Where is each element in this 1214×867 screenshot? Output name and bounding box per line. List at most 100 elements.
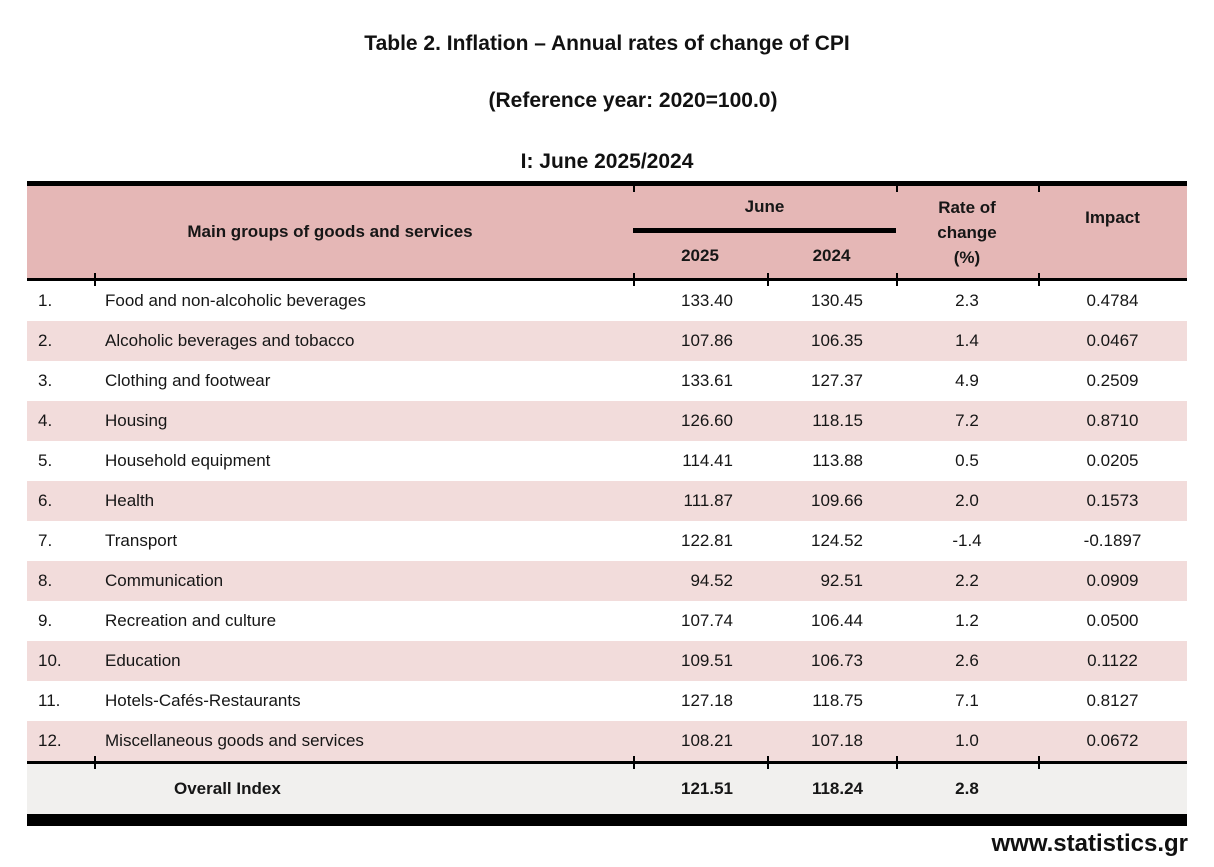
reference-year-subtitle: (Reference year: 2020=100.0) bbox=[488, 89, 778, 112]
table-row: 9. Recreation and culture 107.74 106.44 … bbox=[27, 601, 1187, 641]
cpi-2025-value: 126.60 bbox=[681, 411, 733, 430]
overall-cpi-2024-value: 118.24 bbox=[811, 779, 863, 798]
cpi-2024-value: 106.44 bbox=[811, 611, 863, 630]
group-name: Education bbox=[105, 651, 181, 670]
impact-value: 0.4784 bbox=[1086, 291, 1139, 310]
header-main-groups: Main groups of goods and services bbox=[187, 222, 473, 241]
impact-value: 0.1573 bbox=[1086, 491, 1139, 510]
table-row: 1. Food and non-alcoholic beverages 133.… bbox=[27, 281, 1187, 321]
rate-value: 2.3 bbox=[955, 291, 979, 310]
cpi-2025-value: 107.86 bbox=[681, 331, 733, 350]
cpi-2025-value: 109.51 bbox=[681, 651, 733, 670]
table-body: 1. Food and non-alcoholic beverages 133.… bbox=[27, 281, 1187, 761]
column-divider-tick bbox=[767, 756, 769, 769]
rate-value: 0.5 bbox=[955, 451, 979, 470]
column-divider-tick bbox=[896, 186, 898, 192]
cpi-2025-value: 122.81 bbox=[681, 531, 733, 550]
rate-value: 2.2 bbox=[955, 571, 979, 590]
row-number: 2. bbox=[38, 331, 53, 350]
group-name: Health bbox=[105, 491, 155, 510]
impact-value: -0.1897 bbox=[1083, 531, 1142, 550]
table-top-border bbox=[27, 181, 1187, 192]
impact-value: 0.0500 bbox=[1086, 611, 1139, 630]
cpi-2025-value: 114.41 bbox=[682, 451, 733, 470]
group-name: Communication bbox=[105, 571, 224, 590]
column-divider-tick bbox=[896, 756, 898, 769]
table-row: 2. Alcoholic beverages and tobacco 107.8… bbox=[27, 321, 1187, 361]
table-row: 7. Transport 122.81 124.52 -1.4 -0.1897 bbox=[27, 521, 1187, 561]
cpi-2025-value: 127.18 bbox=[681, 691, 733, 710]
column-divider-tick bbox=[1038, 756, 1040, 769]
cpi-2024-value: 130.45 bbox=[811, 291, 863, 310]
overall-cpi-2025-value: 121.51 bbox=[681, 779, 733, 798]
header-year-2024: 2024 bbox=[812, 245, 851, 265]
cpi-2024-value: 127.37 bbox=[811, 371, 863, 390]
impact-value: 0.0205 bbox=[1086, 451, 1139, 470]
column-divider-tick bbox=[94, 273, 96, 286]
row-number: 12. bbox=[38, 731, 62, 750]
table-row: 8. Communication 94.52 92.51 2.2 0.0909 bbox=[27, 561, 1187, 601]
header-years: 2025 2024 bbox=[633, 233, 896, 278]
column-divider-tick bbox=[633, 756, 635, 769]
cpi-2024-value: 106.73 bbox=[811, 651, 863, 670]
overall-index-label: Overall Index bbox=[174, 779, 281, 798]
cpi-2024-value: 106.35 bbox=[811, 331, 863, 350]
group-name: Transport bbox=[105, 531, 178, 550]
column-divider-tick bbox=[633, 273, 635, 286]
group-name: Housing bbox=[105, 411, 168, 430]
table-row: 5. Household equipment 114.41 113.88 0.5… bbox=[27, 441, 1187, 481]
header-impact: Impact bbox=[1085, 208, 1140, 227]
rate-value: 7.2 bbox=[955, 411, 979, 430]
group-name: Clothing and footwear bbox=[105, 371, 271, 390]
table-row: 6. Health 111.87 109.66 2.0 0.1573 bbox=[27, 481, 1187, 521]
column-divider-tick bbox=[1038, 273, 1040, 286]
header-year-2025: 2025 bbox=[681, 245, 719, 265]
cpi-2024-value: 118.15 bbox=[812, 411, 863, 430]
table-row: 11. Hotels-Cafés-Restaurants 127.18 118.… bbox=[27, 681, 1187, 721]
row-number: 6. bbox=[38, 491, 53, 510]
cpi-2024-value: 118.75 bbox=[812, 691, 863, 710]
overall-index-row: Overall Index 121.51 118.24 2.8 bbox=[27, 764, 1187, 814]
rate-value: 2.6 bbox=[955, 651, 979, 670]
row-number: 8. bbox=[38, 571, 53, 590]
header-bottom-border bbox=[27, 273, 1187, 286]
column-divider-tick bbox=[896, 273, 898, 286]
body-bottom-border bbox=[27, 756, 1187, 769]
group-name: Hotels-Cafés-Restaurants bbox=[105, 691, 301, 710]
row-number: 1. bbox=[38, 291, 53, 310]
impact-value: 0.0672 bbox=[1086, 731, 1139, 750]
table-bottom-border bbox=[27, 814, 1187, 826]
rate-value: 2.0 bbox=[955, 491, 979, 510]
group-name: Food and non-alcoholic beverages bbox=[105, 291, 366, 310]
cpi-2025-value: 133.61 bbox=[681, 371, 733, 390]
row-number: 4. bbox=[38, 411, 53, 430]
overall-rate-value: 2.8 bbox=[955, 779, 979, 798]
header-rate-of-change: Rate of change (%) bbox=[937, 197, 997, 267]
table-header: Main groups of goods and services June 2… bbox=[27, 186, 1187, 278]
header-june: June bbox=[744, 197, 785, 216]
period-heading: I: June 2025/2024 bbox=[520, 150, 694, 173]
impact-value: 0.1122 bbox=[1087, 651, 1138, 670]
impact-value: 0.2509 bbox=[1086, 371, 1139, 390]
table-row: 10. Education 109.51 106.73 2.6 0.1122 bbox=[27, 641, 1187, 681]
rate-value: -1.4 bbox=[952, 531, 982, 550]
cpi-2025-value: 107.74 bbox=[681, 611, 733, 630]
cpi-2025-value: 133.40 bbox=[681, 291, 733, 310]
header-june-group: June 2025 2024 bbox=[633, 186, 896, 278]
column-divider-tick bbox=[1038, 186, 1040, 192]
june-underline bbox=[633, 228, 896, 233]
cpi-2024-value: 92.51 bbox=[820, 571, 863, 590]
cpi-2024-value: 107.18 bbox=[811, 731, 863, 750]
column-divider-tick bbox=[633, 186, 635, 192]
table-row: 3. Clothing and footwear 133.61 127.37 4… bbox=[27, 361, 1187, 401]
group-name: Miscellaneous goods and services bbox=[105, 731, 364, 750]
table-row: 12. Miscellaneous goods and services 108… bbox=[27, 721, 1187, 761]
group-name: Alcoholic beverages and tobacco bbox=[105, 331, 355, 350]
group-name: Household equipment bbox=[105, 451, 271, 470]
cpi-2025-value: 94.52 bbox=[690, 571, 733, 590]
cpi-2024-value: 124.52 bbox=[811, 531, 863, 550]
cpi-2024-value: 113.88 bbox=[812, 451, 863, 470]
website-link[interactable]: www.statistics.gr bbox=[991, 830, 1189, 857]
rate-value: 1.0 bbox=[955, 731, 979, 750]
impact-value: 0.0467 bbox=[1086, 331, 1139, 350]
